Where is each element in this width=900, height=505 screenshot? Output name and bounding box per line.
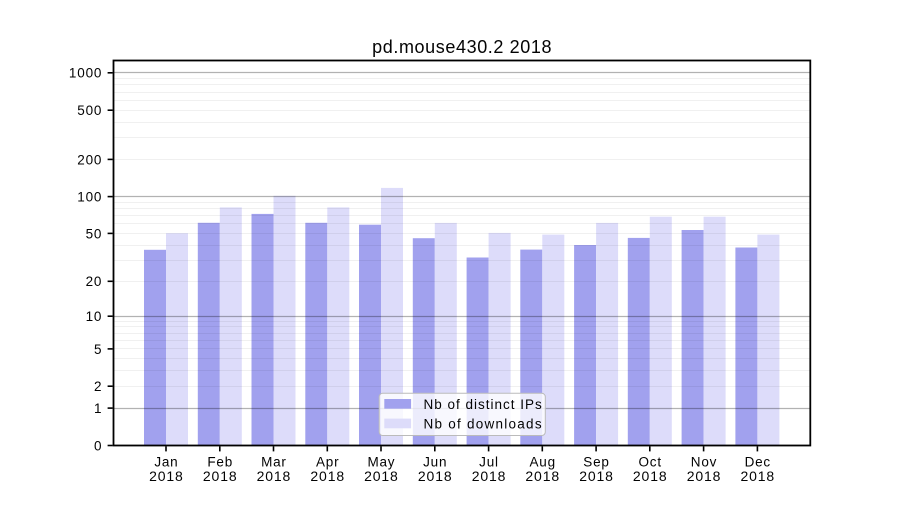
svg-text:Oct: Oct: [638, 454, 661, 469]
svg-text:2018: 2018: [687, 468, 722, 484]
svg-text:Sep: Sep: [583, 454, 609, 469]
svg-text:100: 100: [77, 190, 102, 205]
svg-text:200: 200: [77, 152, 102, 167]
svg-text:Apr: Apr: [316, 454, 339, 469]
svg-text:2018: 2018: [579, 468, 614, 484]
svg-text:2018: 2018: [364, 468, 399, 484]
svg-text:20: 20: [86, 274, 103, 289]
svg-text:2018: 2018: [741, 468, 776, 484]
svg-text:50: 50: [86, 226, 103, 241]
svg-text:Nb of distinct IPs: Nb of distinct IPs: [424, 397, 543, 412]
svg-text:Nov: Nov: [691, 454, 717, 469]
svg-text:Jul: Jul: [479, 454, 499, 469]
svg-text:2018: 2018: [472, 468, 507, 484]
svg-text:Feb: Feb: [207, 454, 233, 469]
svg-text:2018: 2018: [203, 468, 238, 484]
svg-text:Dec: Dec: [745, 454, 771, 469]
svg-text:2: 2: [94, 379, 102, 394]
svg-text:1: 1: [94, 401, 102, 416]
svg-text:2018: 2018: [310, 468, 345, 484]
svg-text:Jan: Jan: [154, 454, 178, 469]
svg-text:Mar: Mar: [261, 454, 287, 469]
svg-text:2018: 2018: [418, 468, 453, 484]
svg-text:5: 5: [94, 342, 102, 357]
svg-text:Aug: Aug: [529, 454, 555, 469]
svg-text:pd.mouse430.2 2018: pd.mouse430.2 2018: [372, 37, 552, 57]
svg-text:Jun: Jun: [423, 454, 447, 469]
svg-text:0: 0: [94, 438, 102, 453]
svg-text:10: 10: [86, 309, 103, 324]
svg-text:Nb of downloads: Nb of downloads: [424, 416, 543, 431]
svg-text:500: 500: [77, 103, 102, 118]
svg-text:2018: 2018: [257, 468, 292, 484]
svg-text:2018: 2018: [149, 468, 184, 484]
svg-text:May: May: [367, 454, 395, 469]
svg-text:2018: 2018: [525, 468, 560, 484]
svg-text:1000: 1000: [69, 66, 102, 81]
svg-text:2018: 2018: [633, 468, 668, 484]
